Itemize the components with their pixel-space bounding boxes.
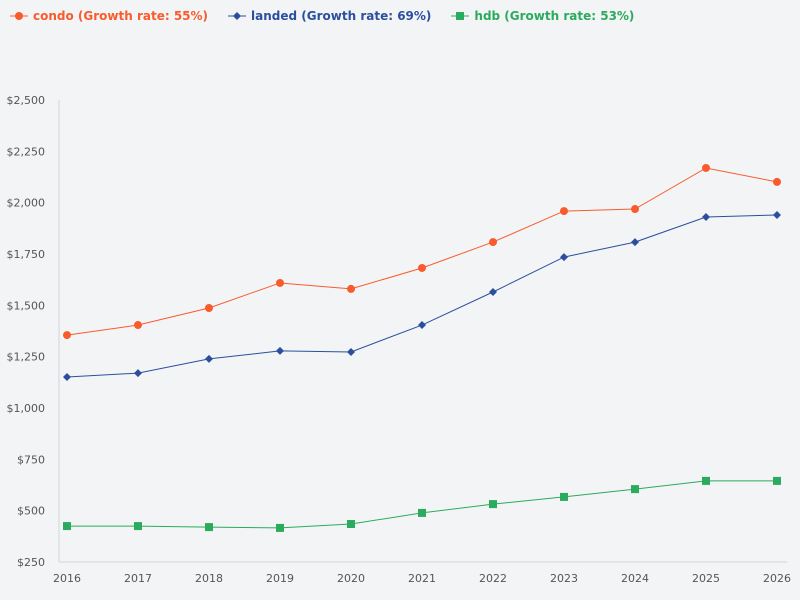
y-tick-label: $1,250 xyxy=(7,351,46,364)
legend-item-condo[interactable]: condo (Growth rate: 55%) xyxy=(10,9,208,23)
data-point xyxy=(489,500,497,509)
legend-item-landed[interactable]: landed (Growth rate: 69%) xyxy=(228,9,431,23)
data-point xyxy=(489,287,497,296)
legend: condo (Growth rate: 55%) landed (Growth … xyxy=(10,9,634,23)
data-point xyxy=(560,492,568,501)
x-tick-label: 2020 xyxy=(337,572,365,585)
legend-label: hdb (Growth rate: 53%) xyxy=(474,9,635,23)
data-point xyxy=(347,347,355,356)
data-point xyxy=(702,476,710,485)
data-point xyxy=(489,238,497,247)
y-tick-label: $1,000 xyxy=(7,402,46,415)
x-tick-label: 2021 xyxy=(408,572,436,585)
x-tick-label: 2019 xyxy=(266,572,294,585)
data-point xyxy=(418,508,426,517)
data-point xyxy=(63,372,71,381)
y-tick-label: $2,250 xyxy=(7,145,46,158)
data-point xyxy=(134,369,142,378)
y-tick-label: $750 xyxy=(17,453,45,466)
data-point xyxy=(347,284,355,293)
y-tick-label: $1,750 xyxy=(7,248,46,261)
legend-label: landed (Growth rate: 69%) xyxy=(251,9,432,23)
x-tick-label: 2017 xyxy=(124,572,152,585)
data-point xyxy=(560,253,568,262)
data-point xyxy=(773,210,781,219)
data-point xyxy=(205,304,213,313)
data-point xyxy=(631,238,639,247)
x-tick-label: 2025 xyxy=(692,572,720,585)
data-point xyxy=(702,213,710,222)
legend-label: condo (Growth rate: 55%) xyxy=(33,9,209,23)
data-point xyxy=(773,177,781,186)
y-tick-label: $2,500 xyxy=(7,94,46,107)
square-marker-icon xyxy=(451,12,470,20)
y-tick-label: $250 xyxy=(17,556,45,569)
data-point xyxy=(418,321,426,330)
data-point xyxy=(63,522,71,531)
legend-item-hdb[interactable]: hdb (Growth rate: 53%) xyxy=(451,9,634,23)
data-point xyxy=(276,523,284,532)
data-point xyxy=(205,354,213,363)
data-point xyxy=(276,346,284,355)
data-point xyxy=(347,520,355,529)
y-tick-label: $1,500 xyxy=(7,299,46,312)
data-point xyxy=(63,331,71,340)
data-point xyxy=(134,321,142,330)
data-point xyxy=(773,476,781,485)
y-tick-label: $2,000 xyxy=(7,197,46,210)
data-point xyxy=(134,522,142,531)
data-point xyxy=(631,485,639,494)
x-tick-label: 2024 xyxy=(621,572,649,585)
data-point xyxy=(418,263,426,272)
data-point xyxy=(205,523,213,532)
series-line-1 xyxy=(66,214,778,378)
x-tick-label: 2026 xyxy=(763,572,791,585)
circle-marker-icon xyxy=(10,12,28,20)
x-tick-label: 2023 xyxy=(550,572,578,585)
data-point xyxy=(276,278,284,287)
y-tick-label: $500 xyxy=(17,505,45,518)
x-tick-label: 2018 xyxy=(195,572,223,585)
series-line-0 xyxy=(66,167,778,336)
data-point xyxy=(631,205,639,214)
series-line-2 xyxy=(67,480,777,529)
x-tick-label: 2022 xyxy=(479,572,507,585)
data-point xyxy=(560,207,568,216)
diamond-marker-icon xyxy=(228,12,247,20)
x-tick-label: 2016 xyxy=(53,572,81,585)
data-point xyxy=(702,163,710,172)
